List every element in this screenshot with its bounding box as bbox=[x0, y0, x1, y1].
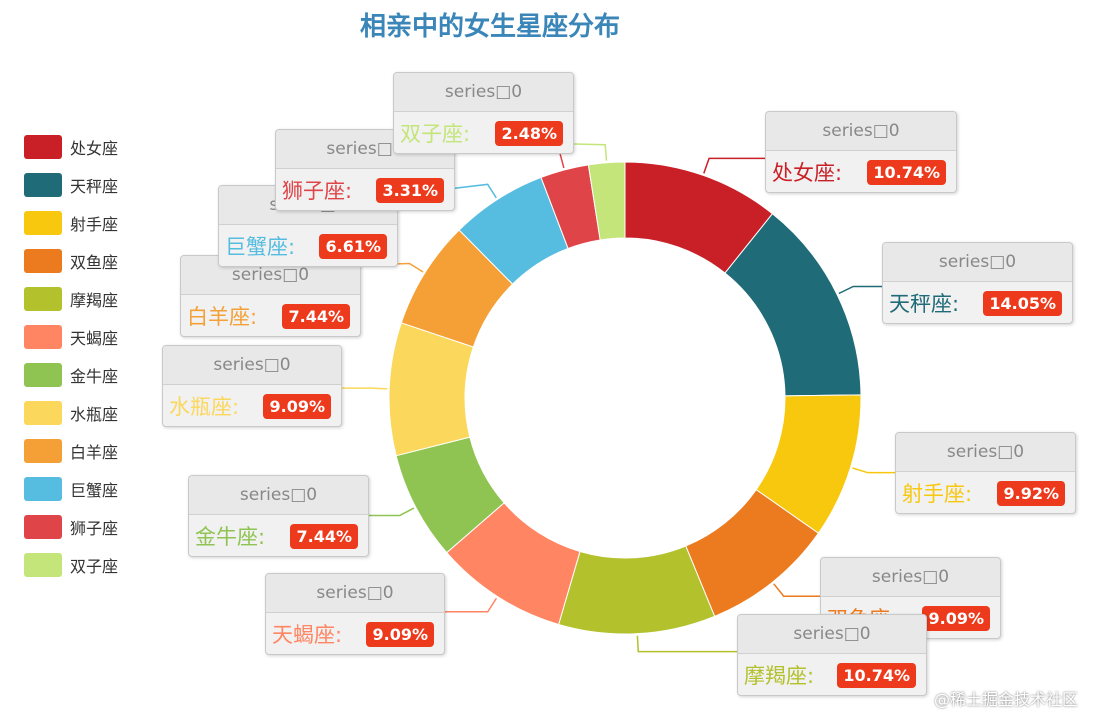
legend-label: 处女座 bbox=[70, 139, 119, 158]
legend-item[interactable]: 狮子座 bbox=[24, 508, 118, 546]
data-label-callout: series□0 天秤座: 14.05% bbox=[882, 242, 1073, 324]
legend-item[interactable]: 金牛座 bbox=[24, 356, 118, 394]
legend-label: 狮子座 bbox=[70, 519, 119, 538]
callout-percent-label: 9.09% bbox=[922, 605, 990, 631]
legend-item[interactable]: 白羊座 bbox=[24, 432, 118, 470]
callout-series-name: series□0 bbox=[821, 558, 1000, 597]
legend-item[interactable]: 巨蟹座 bbox=[24, 470, 118, 508]
callout-percent-label: 9.09% bbox=[263, 393, 331, 419]
leader-line bbox=[342, 387, 388, 390]
legend-swatch bbox=[24, 211, 62, 235]
callout-category-label: 射手座: bbox=[902, 482, 973, 506]
slice-53cc5b505ea7[interactable] bbox=[587, 161, 626, 241]
legend-label: 射手座 bbox=[70, 215, 119, 234]
callout-series-name: series□0 bbox=[896, 433, 1075, 472]
legend-swatch bbox=[24, 287, 62, 311]
callout-category-label: 狮子座: bbox=[282, 179, 353, 203]
legend-label: 水瓶座 bbox=[70, 405, 119, 424]
callout-series-name: series□0 bbox=[394, 73, 573, 112]
callout-series-name: series□0 bbox=[766, 112, 956, 151]
legend-swatch bbox=[24, 249, 62, 273]
data-label-callout: series□0 狮子座: 3.31% bbox=[275, 129, 455, 211]
legend-label: 白羊座 bbox=[70, 443, 119, 462]
legend-swatch bbox=[24, 325, 62, 349]
legend-label: 巨蟹座 bbox=[70, 481, 119, 500]
callout-series-name: series□0 bbox=[163, 346, 341, 385]
legend-label: 双鱼座 bbox=[70, 253, 119, 272]
chart-title: 相亲中的女生星座分布 bbox=[359, 12, 620, 42]
legend-item[interactable]: 天蝎座 bbox=[24, 318, 118, 356]
callout-category-label: 天蝎座: bbox=[272, 623, 343, 647]
leader-line bbox=[636, 635, 737, 653]
data-label-callout: series□0 金牛座: 7.44% bbox=[188, 475, 369, 557]
leader-line bbox=[773, 583, 820, 598]
legend-label: 摩羯座 bbox=[70, 291, 119, 310]
leader-line bbox=[455, 151, 565, 169]
data-label-callout: series□0 处女座: 10.74% bbox=[765, 111, 957, 193]
callout-category-label: 双子座: bbox=[400, 122, 471, 146]
callout-percent-label: 7.44% bbox=[290, 523, 358, 549]
legend-item[interactable]: 双鱼座 bbox=[24, 242, 118, 280]
legend-item[interactable]: 处女座 bbox=[24, 128, 118, 166]
callout-percent-label: 7.44% bbox=[282, 303, 350, 329]
legend-swatch bbox=[24, 477, 62, 501]
callout-percent-label: 3.31% bbox=[376, 177, 444, 203]
callout-percent-label: 2.48% bbox=[495, 120, 563, 146]
callout-category-label: 处女座: bbox=[772, 161, 843, 185]
legend-swatch bbox=[24, 439, 62, 463]
leader-line bbox=[838, 285, 882, 295]
leader-line bbox=[703, 157, 765, 174]
legend-swatch bbox=[24, 553, 62, 577]
callout-percent-label: 9.09% bbox=[366, 621, 434, 647]
callout-series-name: series□0 bbox=[266, 574, 444, 613]
callout-percent-label: 10.74% bbox=[867, 159, 946, 185]
legend-swatch bbox=[24, 515, 62, 539]
callout-percent-label: 6.61% bbox=[319, 233, 387, 259]
data-label-callout: series□0 双子座: 2.48% bbox=[393, 72, 574, 154]
legend-item[interactable]: 双子座 bbox=[24, 546, 118, 584]
legend-item[interactable]: 水瓶座 bbox=[24, 394, 118, 432]
callout-series-name: series□0 bbox=[738, 615, 926, 654]
leader-line bbox=[852, 467, 895, 474]
legend-swatch bbox=[24, 135, 62, 159]
legend-label: 金牛座 bbox=[70, 367, 119, 386]
data-label-callout: series□0 摩羯座: 10.74% bbox=[737, 614, 927, 696]
data-label-callout: series□0 天蝎座: 9.09% bbox=[265, 573, 445, 655]
callout-percent-label: 14.05% bbox=[983, 290, 1062, 316]
legend-label: 天秤座 bbox=[70, 177, 119, 196]
callout-percent-label: 9.92% bbox=[997, 480, 1065, 506]
chart-legend: 处女座天秤座射手座双鱼座摩羯座天蝎座金牛座水瓶座白羊座巨蟹座狮子座双子座 bbox=[24, 128, 118, 584]
data-label-callout: series□0 水瓶座: 9.09% bbox=[162, 345, 342, 427]
callout-series-name: series□0 bbox=[189, 476, 368, 515]
callout-category-label: 金牛座: bbox=[195, 525, 266, 549]
leader-line bbox=[369, 507, 415, 517]
watermark: @稀土掘金技术社区 bbox=[933, 690, 1078, 709]
leader-line bbox=[445, 597, 498, 613]
callout-category-label: 白羊座: bbox=[187, 305, 258, 329]
legend-swatch bbox=[24, 363, 62, 387]
legend-swatch bbox=[24, 401, 62, 425]
callout-percent-label: 10.74% bbox=[837, 662, 916, 688]
callout-category-label: 摩羯座: bbox=[744, 664, 815, 688]
data-label-callout: series□0 白羊座: 7.44% bbox=[180, 255, 361, 337]
callout-category-label: 水瓶座: bbox=[169, 395, 240, 419]
legend-swatch bbox=[24, 173, 62, 197]
legend-item[interactable]: 天秤座 bbox=[24, 166, 118, 204]
legend-item[interactable]: 摩羯座 bbox=[24, 280, 118, 318]
legend-label: 天蝎座 bbox=[70, 329, 119, 348]
callout-series-name: series□0 bbox=[883, 243, 1072, 282]
data-label-callout: series□0 射手座: 9.92% bbox=[895, 432, 1076, 514]
callout-category-label: 巨蟹座: bbox=[225, 235, 296, 259]
slice-64697faf5ea7[interactable] bbox=[557, 545, 716, 635]
legend-label: 双子座 bbox=[70, 557, 119, 576]
callout-category-label: 天秤座: bbox=[889, 292, 960, 316]
leader-line bbox=[573, 143, 608, 161]
legend-item[interactable]: 射手座 bbox=[24, 204, 118, 242]
